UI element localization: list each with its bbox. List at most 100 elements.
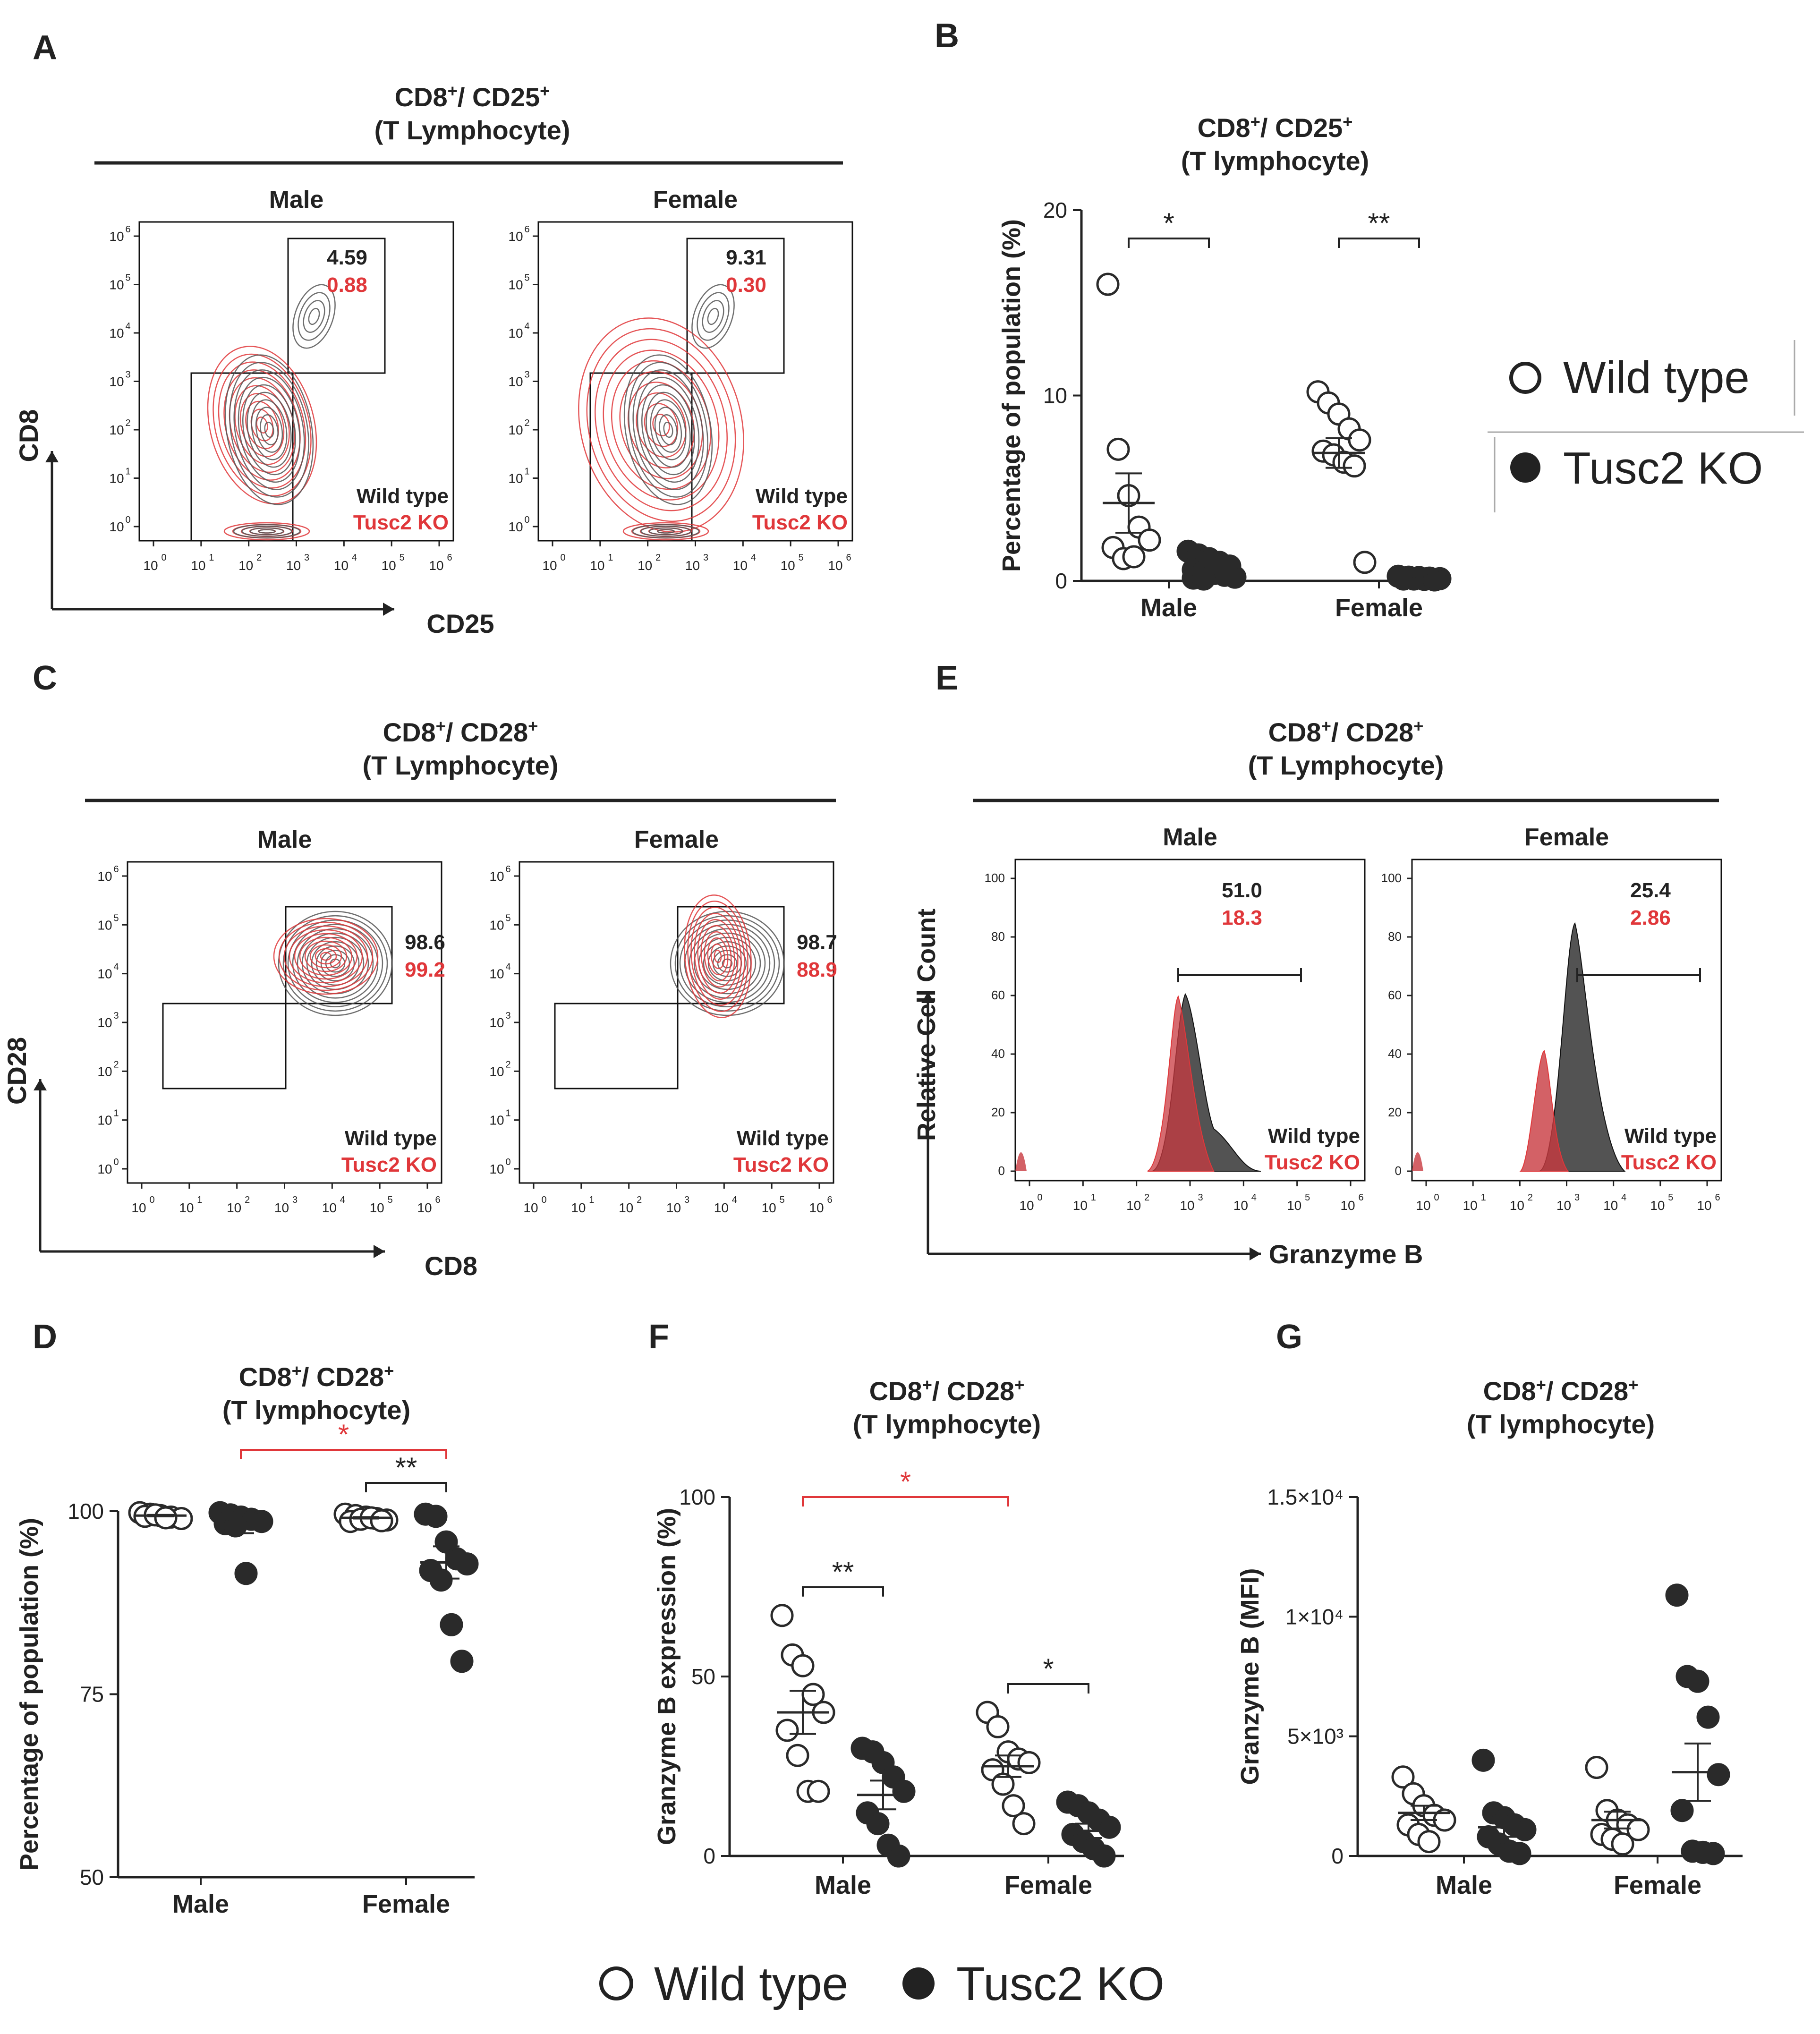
y-tick-label: 50 [691,1664,715,1689]
y-tick-label: 10 [489,1113,504,1128]
plot-legend-ko: Tusc2 KO [752,511,848,534]
contour-line [707,937,729,976]
point-wt [770,1604,794,1627]
y-tick-label: 20 [1043,198,1067,222]
contour-line [670,911,785,1016]
y-tick-label: 20 [991,1105,1005,1119]
dot-plot-b: 0 10 20 Percentage of population (%) Male Fem… [997,198,1452,622]
point-ko [1513,1818,1537,1841]
x-tick-label: 10 [1697,1198,1711,1213]
point-wt [1096,272,1120,296]
x-tick-exponent: 2 [637,1195,642,1205]
x-tick-exponent: 2 [1528,1192,1533,1203]
point-ko [1701,1842,1725,1865]
panel-title: CD8+/ CD28+ [1268,716,1424,748]
y-tick-exponent: 2 [125,418,130,428]
x-tick-label: 10 [1233,1198,1248,1213]
gate-value-ko: 2.86 [1630,906,1671,929]
x-tick-label: 10 [382,558,396,573]
legend-marker-ko [902,1967,935,2000]
x-tick-exponent: 6 [827,1195,832,1205]
category-label: Female [362,1890,450,1918]
x-tick-label: 10 [685,558,700,573]
y-tick-label: 1×10⁴ [1285,1604,1344,1629]
significance-bracket [802,1586,884,1597]
panel-title: CD8+/ CD28+ [239,1361,394,1392]
x-tick-exponent: 5 [400,553,405,563]
y-tick-exponent: 4 [505,962,510,972]
y-tick-exponent: 6 [125,224,130,235]
point-ko [234,1562,258,1585]
contour-line [282,915,388,1012]
x-tick-exponent: 0 [1037,1192,1042,1203]
category-label: Female [1004,1871,1092,1899]
contour-line [707,945,747,981]
y-tick-label: 10 [97,1113,112,1128]
contour-line [241,526,292,537]
y-tick-exponent: 1 [113,1108,119,1119]
panel-subtitle: (T lymphocyte) [1467,1409,1655,1439]
contour-line [622,522,709,541]
x-tick-exponent: 1 [197,1195,202,1205]
x-tick-exponent: 3 [304,553,309,563]
y-tick-exponent: 0 [125,515,130,525]
title-part: CD8 [383,717,436,747]
y-tick-exponent: 5 [505,913,510,923]
panel-letter-e: E [936,659,958,697]
contour-line [223,522,310,541]
point-ko [1665,1583,1689,1607]
x-tick-label: 10 [523,1200,538,1215]
dot-plot-g: 0 5×10³ 1×10⁴ 1.5×10⁴ Granzyme B (MFI) Male Fe… [1236,1485,1743,1899]
plot-legend-ko: Tusc2 KO [341,1153,437,1176]
contour-line [320,952,332,961]
arrow-head [1250,1247,1261,1260]
y-tick-label: 10 [109,471,124,486]
contour-line [213,353,312,497]
contour-line [648,527,683,536]
contour-line [641,384,695,476]
point-ko [450,1650,474,1673]
contour-line [632,369,704,490]
y-tick-label: 10 [109,229,124,244]
panel-title: CD8+/ CD25+ [1198,112,1353,143]
point-wt [807,1779,830,1803]
point-wt [1353,551,1377,574]
x-tick-exponent: 0 [161,553,166,563]
y-tick-exponent: 3 [125,370,130,380]
title-part: / CD28 [1331,717,1413,747]
title-superscript: + [528,716,538,736]
x-tick-label: 10 [429,558,443,573]
x-tick-exponent: 1 [1481,1192,1486,1203]
contour-line [260,414,279,445]
y-tick-label: 10 [508,519,523,534]
plot-legend-wt: Wild type [756,485,848,508]
panel-title: CD8+/ CD28+ [1483,1375,1639,1406]
x-tick-label: 10 [417,1200,432,1215]
arrow-head [374,1245,385,1258]
x-tick-label: 10 [762,1200,776,1215]
point-wt [986,1715,1010,1738]
y-tick-label: 10 [109,374,124,389]
x-tick-exponent: 0 [149,1195,154,1205]
y-axis-label: Granzyme B expression (%) [653,1508,681,1845]
point-ko [887,1844,910,1868]
contour-line [229,362,309,498]
y-tick-label: 0 [703,1844,715,1868]
contour-line [697,919,739,994]
contour-line [256,417,268,434]
gate-value-wt: 98.6 [405,931,445,954]
category-label: Male [815,1871,871,1899]
y-tick-exponent: 0 [524,515,529,525]
plot-legend-wt: Wild type [737,1127,829,1150]
y-axis-label: Granzyme B (MFI) [1236,1568,1264,1785]
contour-line [233,369,305,490]
x-tick-exponent: 3 [1198,1192,1203,1203]
gate-value-ko: 18.3 [1222,906,1262,929]
hist-wt [1539,922,1626,1172]
legend-bottom: Wild type Tusc2 KO [599,1957,1165,2010]
panel-letter-f: F [648,1318,669,1356]
contour-line [674,915,780,1012]
contour-line [304,940,348,972]
gate-value-wt: 9.31 [726,246,766,269]
